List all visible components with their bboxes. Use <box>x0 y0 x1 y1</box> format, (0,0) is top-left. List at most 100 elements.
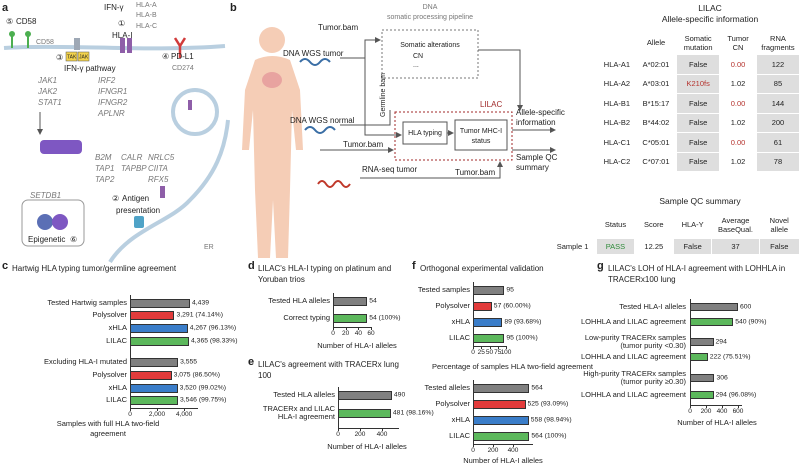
label: CD58 <box>36 39 54 46</box>
table-cell: 1.02 <box>719 151 757 172</box>
value-label: 89 (93.68%) <box>504 318 542 326</box>
value-label: 95 (100%) <box>506 334 538 342</box>
category-label: LILAC <box>449 430 470 440</box>
table-cell: HLA-A2 <box>598 73 636 94</box>
table: Allele Somatic mutation Tumor CN RNA fragme… <box>598 30 800 172</box>
x-tick <box>345 327 347 330</box>
category-label: Low-purity TRACERx samples (tumor purity… <box>584 332 686 350</box>
table-header-cell <box>598 30 636 55</box>
x-tick <box>706 405 707 408</box>
label: CD274 <box>172 65 194 72</box>
table-cell: HLA-C2 <box>598 151 636 172</box>
x-tick-label: 400 <box>716 408 728 415</box>
y-axis <box>130 295 131 408</box>
panel-letter: e <box>248 356 255 368</box>
x-tick <box>493 444 494 447</box>
table-row: HLA-A2 A*03:01 K210fs 1.02 85 <box>598 73 800 94</box>
label: Antigen <box>122 194 149 203</box>
category-label: Tested HLA alleles <box>273 389 335 399</box>
table-cell: B*44:02 <box>634 112 678 133</box>
table-cell: 0.00 <box>719 132 757 153</box>
x-tick <box>473 346 474 349</box>
table-cell: 1.02 <box>719 112 757 133</box>
x-tick <box>360 428 361 431</box>
table-header-cell <box>547 210 598 239</box>
value-label: 54 <box>369 297 377 305</box>
y-axis <box>473 380 474 444</box>
bar <box>333 313 368 323</box>
table-cell: 200 <box>755 112 800 133</box>
x-axis <box>338 428 399 429</box>
label: HLA-A <box>136 2 157 9</box>
x-tick <box>489 346 491 349</box>
bar <box>473 415 529 425</box>
y-axis <box>690 299 691 405</box>
dna-icon <box>304 126 336 134</box>
bar <box>130 336 189 346</box>
category-label: High-purity TRACERx samples (tumor purit… <box>583 368 686 386</box>
x-tick <box>481 346 483 349</box>
pd-l1-molecule <box>173 37 187 58</box>
x-tick-label: 600 <box>732 408 744 415</box>
bar <box>130 395 178 405</box>
value-label: 294 (96.08%) <box>715 391 757 399</box>
x-axis-label: Samples with full HLA two-field agreemen… <box>56 419 160 438</box>
x-tick <box>690 405 691 408</box>
panel-letter: b <box>230 2 237 14</box>
hla-i-molecule <box>160 186 165 198</box>
table-cell: HLA-A1 <box>598 54 636 75</box>
label: IFN-γ pathway <box>64 64 116 73</box>
step-box <box>454 119 508 151</box>
lilac-box <box>394 111 513 161</box>
x-tick <box>338 428 339 431</box>
table-cell: False <box>676 112 721 133</box>
table-header-cell: Novel allele <box>758 210 800 239</box>
x-tick-label: 200 <box>354 431 366 438</box>
label: summary <box>516 163 549 172</box>
label: ③ <box>56 53 63 62</box>
gene: JAK2 <box>37 87 58 96</box>
x-tick-label: 400 <box>376 431 388 438</box>
x-axis-label: Number of HLA-I alleles <box>463 456 543 465</box>
label: CN <box>413 53 423 60</box>
cd58-receptor <box>9 31 31 48</box>
label: DNA WGS tumor <box>283 49 344 58</box>
label: status <box>472 138 491 145</box>
x-axis-label: Number of HLA-I alleles <box>677 418 757 427</box>
table: Status Score HLA-Y Average BaseQual. Novel a… <box>547 210 800 255</box>
gene: TAP2 <box>95 175 115 184</box>
gene: CALR <box>121 153 143 162</box>
person <box>242 27 303 258</box>
x-axis-label: Number of HLA-I alleles <box>317 341 397 350</box>
table-cell: HLA-C1 <box>598 132 636 153</box>
ribbon <box>40 140 82 154</box>
bar <box>130 383 178 393</box>
x-tick-label: 0 <box>336 431 340 438</box>
label: ⑤ <box>6 17 13 26</box>
value-label: 54 (100%) <box>369 314 401 322</box>
value-label: 4,439 <box>192 299 210 307</box>
table-header-cell: HLA-Y <box>672 210 713 239</box>
table-cell: B*15:17 <box>634 93 678 114</box>
gene: SETDB1 <box>30 191 61 200</box>
x-tick <box>473 444 474 447</box>
table-cell: 85 <box>755 73 800 94</box>
table-title: LILAC <box>698 3 722 13</box>
panel-letter: f <box>412 260 416 272</box>
table-header-row: Allele Somatic mutation Tumor CN RNA fragme… <box>598 30 800 55</box>
x-tick-label: 40 <box>354 330 362 337</box>
table-header-cell: Tumor CN <box>719 30 757 55</box>
value-label: 4,267 (96.13%) <box>189 324 237 332</box>
hla-i-molecule <box>120 38 132 53</box>
x-tick-label: 0 <box>471 349 475 356</box>
table-row: Sample 1 PASS 12.25 False 37 False <box>547 238 800 255</box>
chart-title: LILAC's LOH of HLA-I agreement with LOHH… <box>608 264 786 285</box>
label: HLA-B <box>136 12 157 19</box>
category-label: Tested samples <box>417 284 470 294</box>
table-header-cell: Allele <box>634 30 678 55</box>
value-label: 525 (93.09%) <box>527 400 569 408</box>
category-label: LILAC <box>106 394 127 404</box>
gene: TAP1 <box>95 164 114 173</box>
chart-title: LILAC's agreement with TRACERx lung 100 <box>258 360 399 381</box>
